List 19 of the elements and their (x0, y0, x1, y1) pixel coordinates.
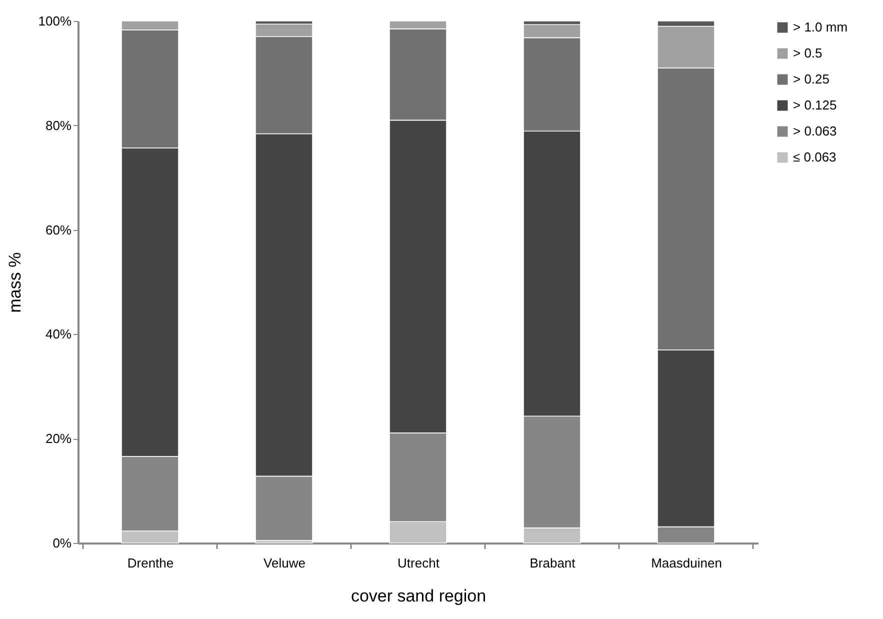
legend-label: > 0.25 (793, 72, 830, 86)
x-tick-label: Maasduinen (651, 556, 722, 570)
y-tick-label: 80% (45, 118, 72, 133)
legend-label: > 0.125 (793, 98, 837, 112)
x-tick-label: Utrecht (398, 556, 440, 570)
y-tick-label: 60% (45, 222, 72, 238)
y-axis-title: mass % (5, 252, 24, 313)
legend-label: > 1.0 mm (793, 20, 848, 34)
x-axis-title: cover sand region (350, 586, 486, 606)
y-tick-label: 20% (45, 431, 72, 446)
y-tick-label: 0% (52, 536, 72, 550)
legend-label: ≤ 0.063 (793, 150, 836, 164)
x-tick-label: Drenthe (127, 556, 174, 570)
y-tick-label: 100% (38, 14, 72, 28)
legend-label: > 0.063 (793, 124, 837, 138)
legend-label: > 0.5 (793, 46, 822, 60)
x-tick-label: Brabant (530, 556, 576, 570)
x-tick-label: Veluwe (264, 556, 306, 570)
y-tick-label: 40% (45, 326, 72, 342)
